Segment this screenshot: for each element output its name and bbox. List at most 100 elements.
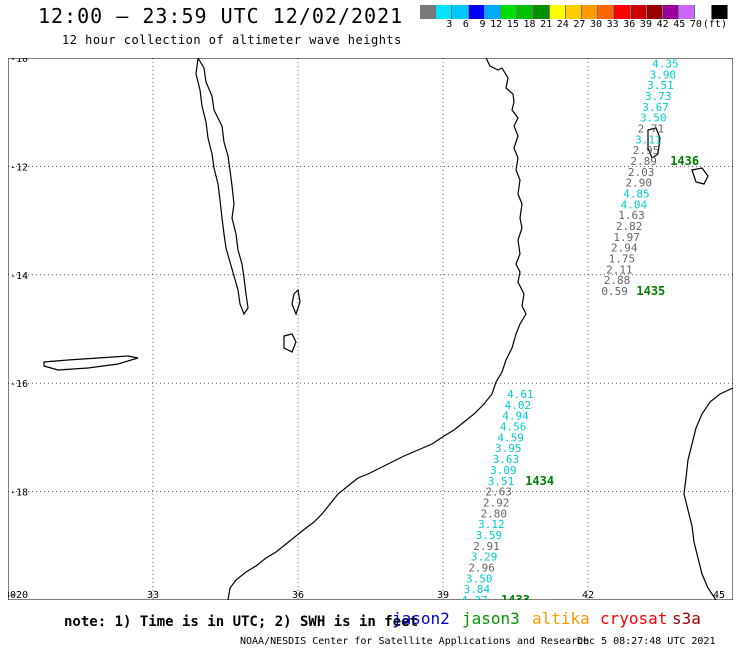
swh-value: 3.50	[640, 112, 667, 125]
legend-swatch	[420, 5, 437, 19]
legend-swatch	[565, 5, 583, 19]
comoros-island	[647, 127, 661, 159]
swh-value: 2.92	[483, 496, 510, 509]
swh-value: 4.35	[652, 58, 679, 70]
legend-label: 9	[479, 19, 486, 30]
swh-value: 2.90	[626, 177, 653, 190]
legend-label: 3	[446, 19, 453, 30]
satellite-name: jason3	[462, 609, 520, 628]
swh-value: 4.61	[507, 388, 534, 401]
satellite-name: cryosat	[600, 609, 668, 628]
longitude-tick-label: 42	[582, 590, 594, 600]
legend-label: 36	[623, 19, 636, 30]
footer-note: note: 1) Time is in UTC; 2) SWH is in fe…	[64, 614, 419, 630]
latitude-tick-label: -16	[10, 379, 28, 390]
legend-swatch	[549, 5, 566, 19]
swh-value: 3.11	[635, 133, 662, 146]
legend-swatch	[663, 5, 680, 19]
swh-value: 3.51	[647, 79, 674, 92]
legend-label: 6	[462, 19, 469, 30]
legend-swatch	[646, 5, 664, 19]
latitude-ticks: -10 -12 -14 -16 -18 -20	[10, 58, 28, 600]
swh-value: 4.85	[623, 188, 650, 201]
legend-label: 70	[689, 19, 702, 30]
satellite-name: altika	[532, 609, 590, 628]
latitude-tick-label: -10	[10, 58, 28, 65]
legend-swatch	[533, 5, 550, 19]
swh-value: 3.29	[471, 551, 498, 564]
credit-line: NOAA/NESDIS Center for Satellite Applica…	[240, 636, 590, 647]
generation-timestamp: Dec 5 08:27:48 UTC 2021	[577, 636, 716, 647]
legend-swatch	[679, 5, 696, 19]
swh-value: 3.73	[645, 90, 672, 103]
legend-swatch	[711, 5, 728, 19]
longitude-tick-label: 45	[713, 590, 725, 600]
swh-value: 2.95	[633, 144, 660, 157]
swh-value: 4.94	[502, 410, 529, 423]
legend-label: 21	[540, 19, 553, 30]
swh-value: 2.91	[473, 540, 500, 553]
legend-swatch	[630, 5, 647, 19]
swh-value: 0.59	[601, 285, 628, 298]
swh-value: 2.96	[468, 561, 495, 574]
pass-label: 1436	[670, 154, 699, 168]
map-border	[8, 58, 733, 600]
swh-value: 2.71	[638, 122, 665, 135]
latitude-tick-label: -14	[10, 271, 28, 282]
legend-spacer	[420, 19, 437, 30]
legend-swatch	[484, 5, 502, 19]
longitude-tick-label: 30	[8, 590, 16, 600]
swh-color-legend: 3 6 9 12 15 18 21 24 27 30 33 36 39 42 45 70 (ft)	[420, 5, 728, 35]
swh-value: 4.37	[461, 594, 488, 600]
legend-label: 42	[656, 19, 669, 30]
legend-swatch	[436, 5, 453, 19]
swh-value: 3.67	[642, 101, 669, 114]
swh-value: 1.75	[609, 253, 636, 266]
swh-value: 3.59	[476, 529, 503, 542]
legend-swatch	[452, 5, 469, 19]
coastline	[43, 58, 733, 600]
swh-value: 3.09	[490, 464, 517, 477]
swh-value: 3.12	[478, 518, 505, 531]
legend-color-bar	[420, 5, 728, 19]
swh-value: 4.02	[505, 399, 532, 412]
legend-label: 45	[673, 19, 686, 30]
swh-value: 2.88	[604, 274, 631, 287]
swh-value: 1.97	[613, 231, 640, 244]
swh-value: 2.11	[606, 263, 633, 276]
mayotte-island	[691, 167, 709, 185]
swh-value: 3.63	[493, 453, 520, 466]
legend-swatch	[468, 5, 485, 19]
latitude-tick-label: -20	[10, 590, 28, 600]
legend-label: (ft)	[702, 19, 727, 30]
swh-value: 3.95	[495, 442, 522, 455]
swh-value: 2.82	[616, 220, 643, 233]
swh-value: 3.90	[650, 68, 677, 81]
swh-value: 2.03	[628, 166, 655, 179]
legend-label: 15	[506, 19, 519, 30]
longitude-tick-label: 39	[437, 590, 449, 600]
satellite-tracks: 4.353.903.513.733.673.502.713.112.952.89…	[461, 58, 699, 600]
inland-lake	[283, 333, 297, 353]
legend-labels: 3 6 9 12 15 18 21 24 27 30 33 36 39 42 45 70 (ft)	[420, 19, 728, 30]
legend-label: 33	[606, 19, 619, 30]
latitude-tick-label: -12	[10, 162, 28, 173]
pass-label: 1435	[636, 284, 665, 298]
madagascar-coast	[683, 387, 733, 600]
legend-swatch	[582, 5, 599, 19]
legend-label: 18	[523, 19, 536, 30]
legend-label: 30	[590, 19, 603, 30]
pass-label: 1434	[525, 474, 554, 488]
swh-value: 3.51	[488, 475, 515, 488]
swh-value: 4.56	[500, 421, 527, 434]
swh-value: 4.04	[621, 198, 648, 211]
legend-label: 12	[490, 19, 503, 30]
page-subtitle: 12 hour collection of altimeter wave hei…	[62, 33, 402, 47]
gridlines	[8, 58, 733, 600]
legend-swatch	[501, 5, 518, 19]
swh-value: 4.59	[497, 431, 524, 444]
africa-coast	[227, 58, 527, 600]
legend-label: 24	[556, 19, 569, 30]
legend-swatch	[695, 5, 712, 19]
legend-swatch	[614, 5, 631, 19]
